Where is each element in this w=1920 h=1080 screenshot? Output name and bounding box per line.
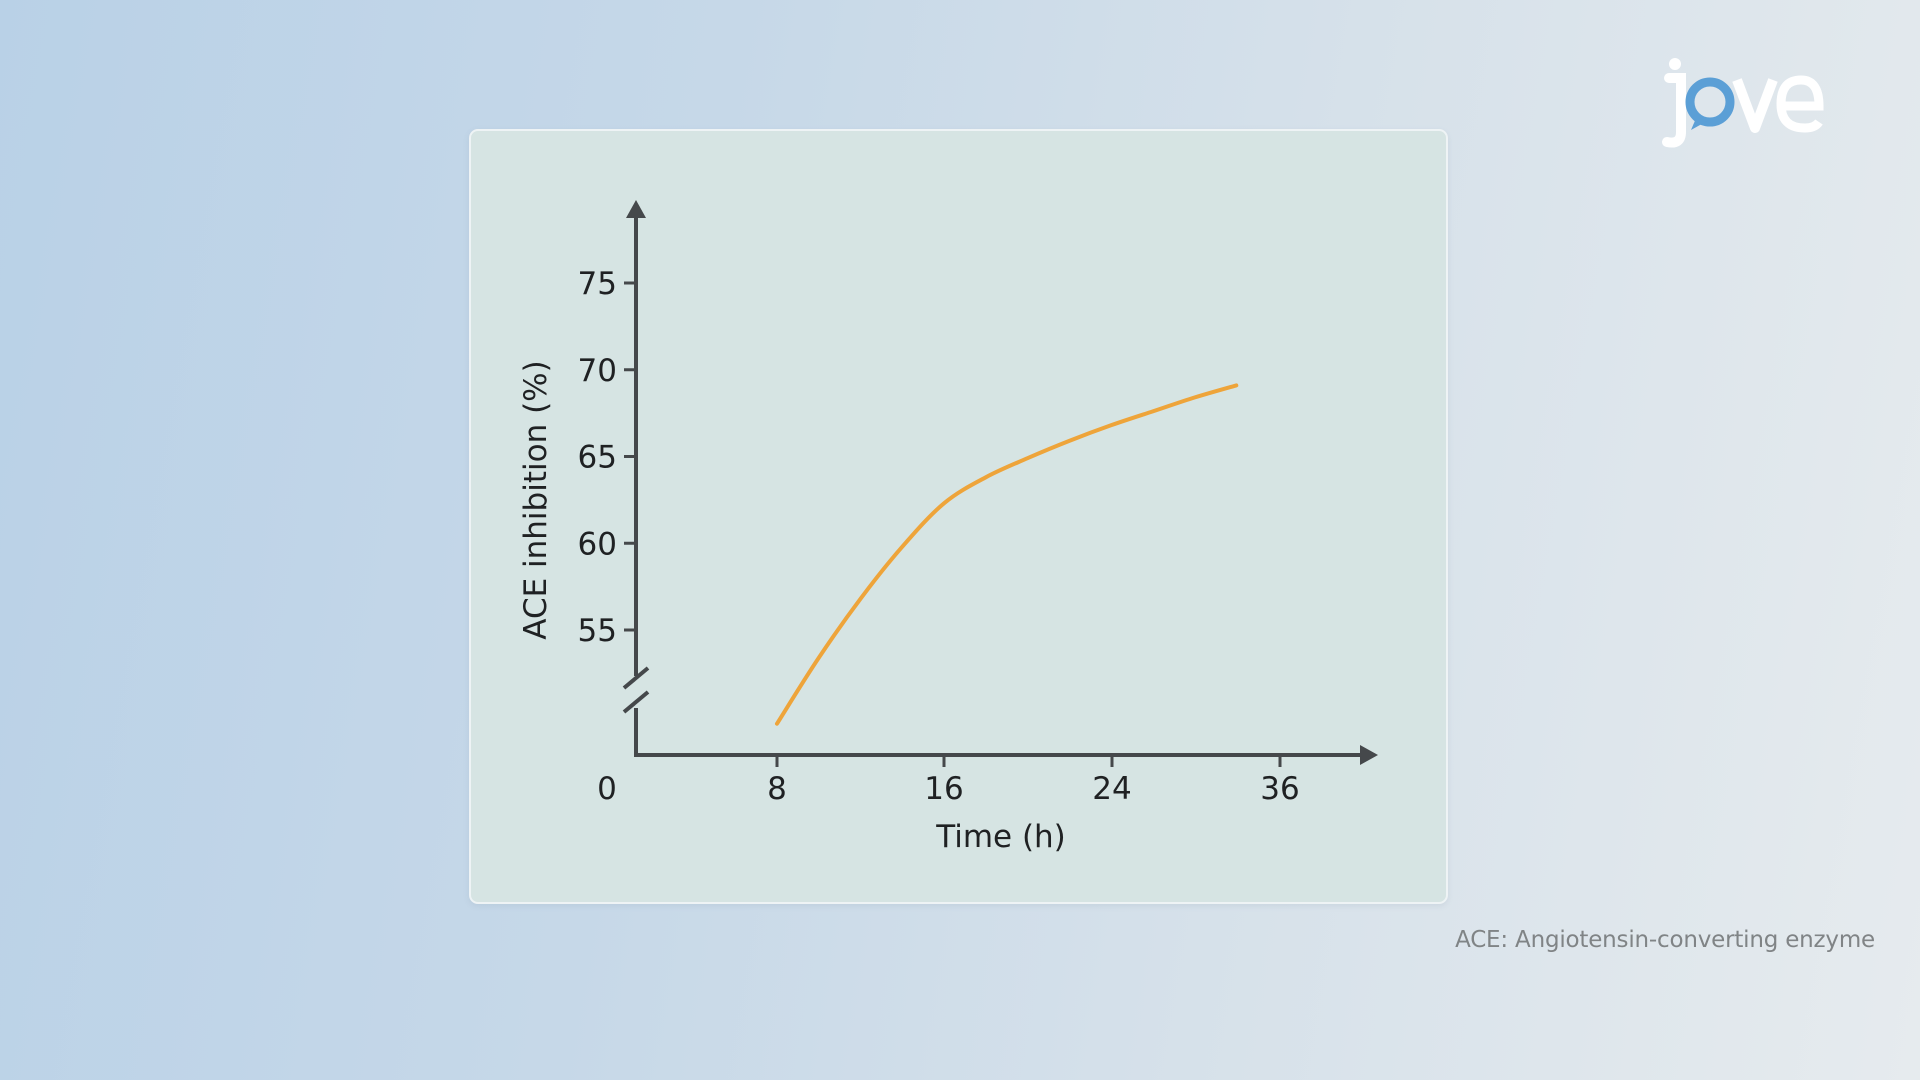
jove-logo-mark (1662, 58, 1824, 148)
series-line (775, 383, 1239, 726)
chart-axes (622, 200, 1378, 765)
y-axis-arrow (626, 200, 646, 218)
jove-logo (1662, 58, 1824, 148)
y-tick-label: 60 (578, 526, 617, 562)
y-tick-label: 55 (578, 613, 617, 649)
y-axis-title: ACE inhibition (%) (518, 360, 554, 639)
x-tick-label: 36 (1260, 771, 1299, 807)
chart-panel (469, 129, 1448, 904)
x-axis-arrow (1360, 745, 1378, 765)
chart-labels: 55 60 65 70 75 0 8 16 24 36 Time (h) ACE inhibition… (518, 266, 1300, 855)
x-tick-label: 24 (1092, 771, 1131, 807)
y-tick-label: 70 (578, 353, 617, 389)
x-axis-title: Time (h) (935, 819, 1066, 855)
abbreviation-footnote: ACE: Angiotensin-converting enzyme (1455, 927, 1875, 953)
y-tick-label: 65 (578, 440, 617, 476)
chart-series (775, 383, 1239, 726)
axis-break-mark (622, 690, 650, 714)
chart-ticks (624, 281, 1282, 767)
axis-break-mark (622, 666, 650, 690)
x-tick-label: 0 (597, 771, 617, 807)
x-tick-label: 8 (767, 771, 787, 807)
y-tick-label: 75 (578, 266, 617, 302)
x-tick-label: 16 (924, 771, 963, 807)
